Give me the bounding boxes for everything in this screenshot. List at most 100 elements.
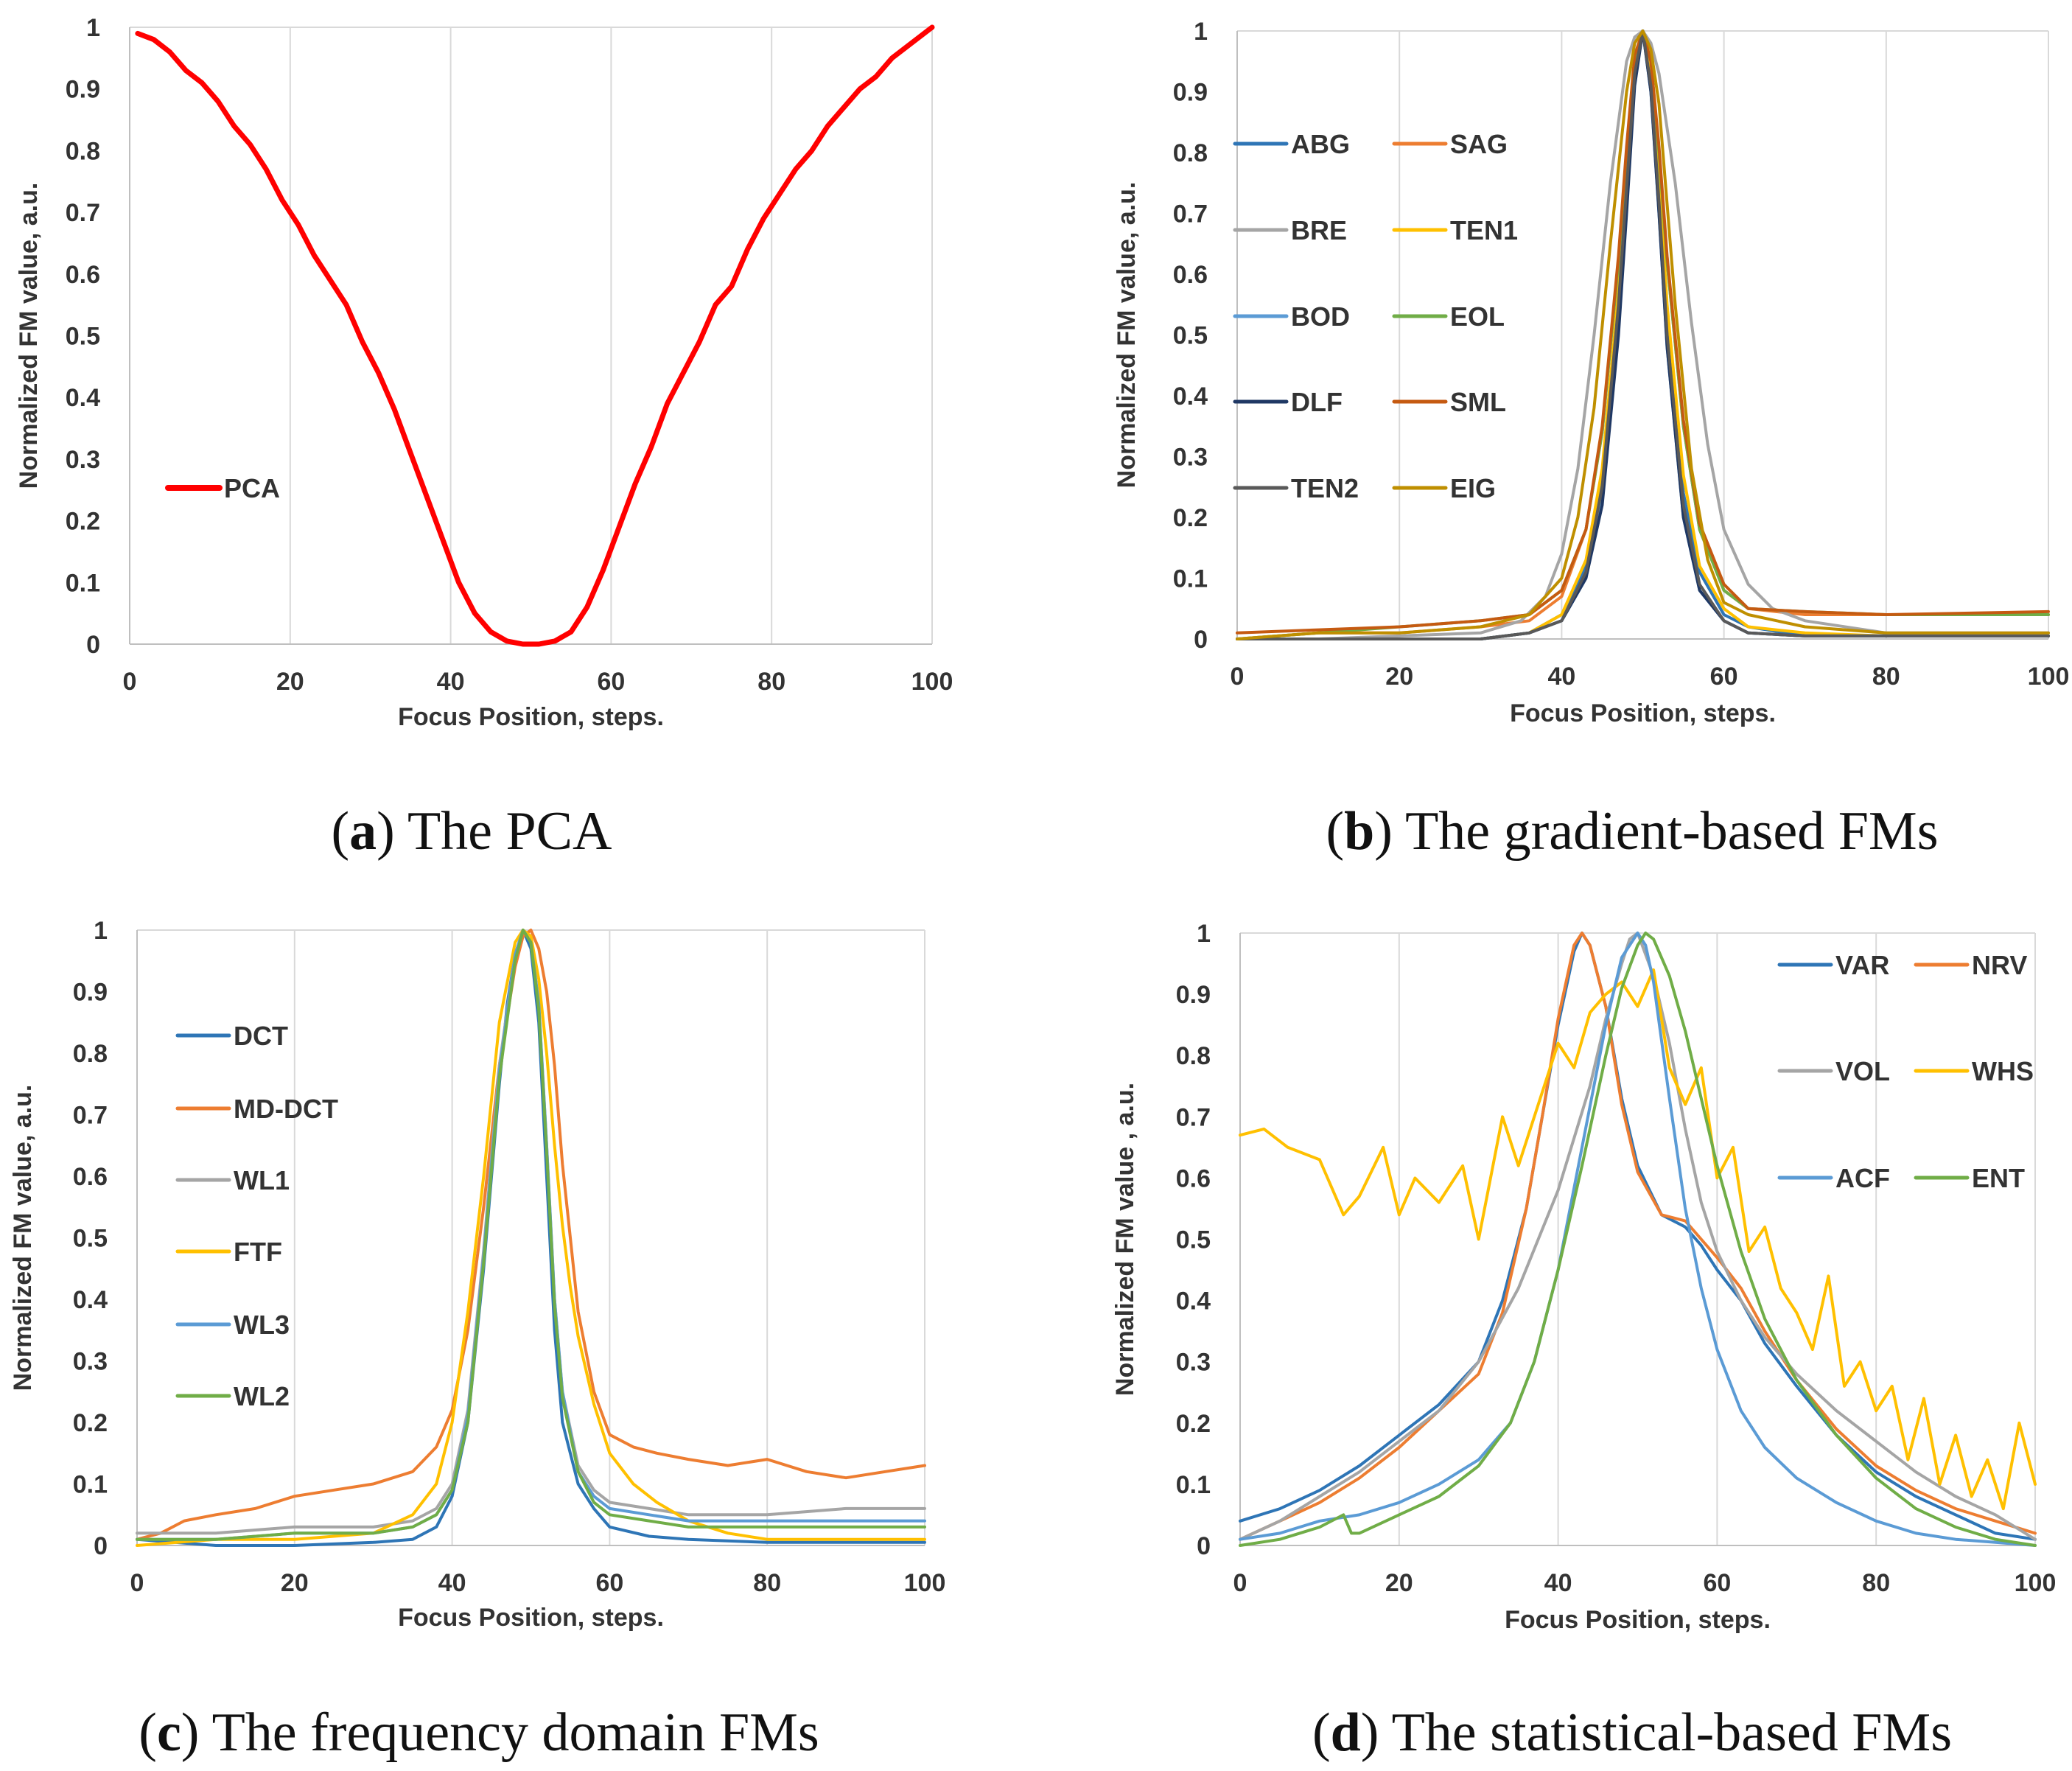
- legend-label-dct: DCT: [234, 1021, 288, 1051]
- caption-open-paren: (: [332, 801, 350, 862]
- series-line-whs: [1239, 968, 2037, 1511]
- series-line-ten2: [1236, 29, 2050, 640]
- legend-label-wl2: WL2: [234, 1381, 290, 1411]
- y-tick-label: 0.9: [73, 979, 108, 1007]
- y-tick-label: 0.1: [1176, 1471, 1211, 1499]
- series-line-dct: [136, 929, 926, 1547]
- series-line-nrv: [1239, 932, 2037, 1541]
- series-line-bre: [1236, 29, 2050, 640]
- x-tick-label: 100: [2028, 663, 2070, 691]
- x-axis-title: Focus Position, steps.: [398, 703, 664, 731]
- series-line-acf: [1239, 932, 2037, 1547]
- x-tick-label: 40: [1547, 663, 1575, 691]
- y-tick-label: 0.5: [1173, 322, 1208, 350]
- caption-letter: a: [349, 801, 377, 862]
- y-tick-label: 0: [1197, 1532, 1211, 1560]
- series-line-dlf: [1236, 29, 2050, 640]
- caption-text: The PCA: [407, 801, 612, 862]
- series-line-ftf: [136, 929, 926, 1547]
- y-tick-label: 0.5: [73, 1225, 108, 1253]
- y-tick-label: 0.8: [73, 1040, 108, 1068]
- y-tick-label: 0.8: [1176, 1042, 1211, 1070]
- y-tick-label: 0.6: [1173, 261, 1208, 289]
- x-tick-label: 40: [438, 1569, 466, 1597]
- series-line-vol: [1239, 932, 2037, 1541]
- y-tick-label: 0.7: [1173, 200, 1208, 228]
- x-tick-label: 60: [1703, 1569, 1731, 1597]
- legend-label-bre: BRE: [1291, 215, 1347, 245]
- y-tick-label: 0.1: [66, 569, 100, 597]
- y-tick-label: 0.4: [1173, 383, 1208, 411]
- legend-label-acf: ACF: [1835, 1163, 1890, 1193]
- y-tick-label: 0.3: [1173, 444, 1208, 472]
- x-tick-label: 0: [1231, 663, 1245, 691]
- y-tick-label: 0.8: [1173, 139, 1208, 167]
- x-tick-label: 100: [904, 1569, 946, 1597]
- legend-label-md-dct: MD-DCT: [234, 1094, 338, 1124]
- y-tick-label: 0: [86, 631, 100, 659]
- legend-label-sag: SAG: [1450, 129, 1508, 159]
- y-tick-label: 0.8: [66, 137, 100, 165]
- y-tick-label: 0.1: [73, 1471, 108, 1499]
- legend-label-abg: ABG: [1291, 129, 1350, 159]
- y-tick-label: 0.4: [1176, 1288, 1211, 1316]
- x-tick-label: 80: [757, 668, 785, 696]
- x-axis-title: Focus Position, steps.: [398, 1604, 664, 1632]
- y-axis-title: Normalized FM value, a.u.: [9, 1085, 37, 1391]
- series-line-abg: [1236, 29, 2050, 640]
- y-axis-title: Normalized FM value , a.u.: [1111, 1083, 1139, 1396]
- legend-label-wl1: WL1: [234, 1165, 290, 1195]
- x-tick-label: 80: [1862, 1569, 1890, 1597]
- series-line-ten1: [1236, 29, 2050, 640]
- y-tick-label: 0.2: [1173, 504, 1208, 532]
- legend-label-ten2: TEN2: [1291, 473, 1359, 503]
- y-tick-label: 0.3: [73, 1348, 108, 1376]
- caption-letter: c: [157, 1702, 181, 1763]
- y-axis-title: Normalized FM value, a.u.: [1113, 182, 1141, 489]
- series-line-ent: [1239, 932, 2037, 1547]
- y-tick-label: 0.3: [66, 446, 100, 474]
- legend-label-ten1: TEN1: [1450, 215, 1518, 245]
- caption-close-paren: ): [1361, 1702, 1392, 1763]
- y-tick-label: 0.4: [66, 384, 100, 412]
- x-tick-label: 20: [281, 1569, 309, 1597]
- legend-label-sml: SML: [1450, 387, 1506, 417]
- y-tick-label: 1: [1194, 18, 1208, 46]
- x-tick-label: 60: [597, 668, 625, 696]
- x-tick-label: 100: [2015, 1569, 2057, 1597]
- caption-c: (c) The frequency domain FMs: [139, 1702, 819, 1763]
- y-tick-label: 0.5: [66, 323, 100, 351]
- caption-d: (d) The statistical-based FMs: [1312, 1702, 1952, 1763]
- series-line-eol: [1236, 29, 2050, 640]
- legend-label-var: VAR: [1835, 950, 1889, 980]
- y-tick-label: 0.2: [73, 1409, 108, 1437]
- chart-panel-c: 0 20 40 60 80 100 0 0.1 0.2 0.3 0.4 0.5 0.6 0.7 0.8 0.9…: [9, 917, 945, 1763]
- legend-label-pca: PCA: [224, 473, 280, 503]
- x-tick-label: 60: [1710, 663, 1738, 691]
- y-tick-label: 0: [94, 1532, 108, 1560]
- series-line-sag: [1236, 29, 2050, 640]
- y-tick-label: 0.9: [1173, 79, 1208, 107]
- legend-label-vol: VOL: [1835, 1056, 1890, 1086]
- legend-label-whs: WHS: [1972, 1056, 2034, 1086]
- legend-label-ftf: FTF: [234, 1237, 282, 1267]
- series-line-bod: [1236, 29, 2050, 640]
- y-tick-label: 1: [86, 14, 100, 42]
- x-tick-label: 80: [753, 1569, 781, 1597]
- caption-text: The gradient-based FMs: [1405, 801, 1938, 862]
- x-tick-label: 0: [1233, 1569, 1247, 1597]
- y-tick-label: 0.2: [1176, 1410, 1211, 1438]
- chart-panel-d: 0 20 40 60 80 100 0 0.1 0.2 0.3 0.4 0.5 0.6 0.7 0.8 0.9…: [1111, 920, 2056, 1763]
- y-tick-label: 0.6: [1176, 1164, 1211, 1192]
- y-tick-label: 0.2: [66, 508, 100, 536]
- series-line-var: [1239, 932, 2037, 1541]
- legend-label-nrv: NRV: [1972, 950, 2027, 980]
- x-tick-label: 80: [1872, 663, 1900, 691]
- y-tick-label: 0.6: [66, 261, 100, 289]
- x-tick-label: 0: [130, 1569, 144, 1597]
- caption-text: The frequency domain FMs: [212, 1702, 819, 1763]
- x-tick-label: 20: [1385, 663, 1413, 691]
- x-tick-label: 20: [1385, 1569, 1413, 1597]
- x-tick-label: 100: [911, 668, 953, 696]
- legend-label-eig: EIG: [1450, 473, 1496, 503]
